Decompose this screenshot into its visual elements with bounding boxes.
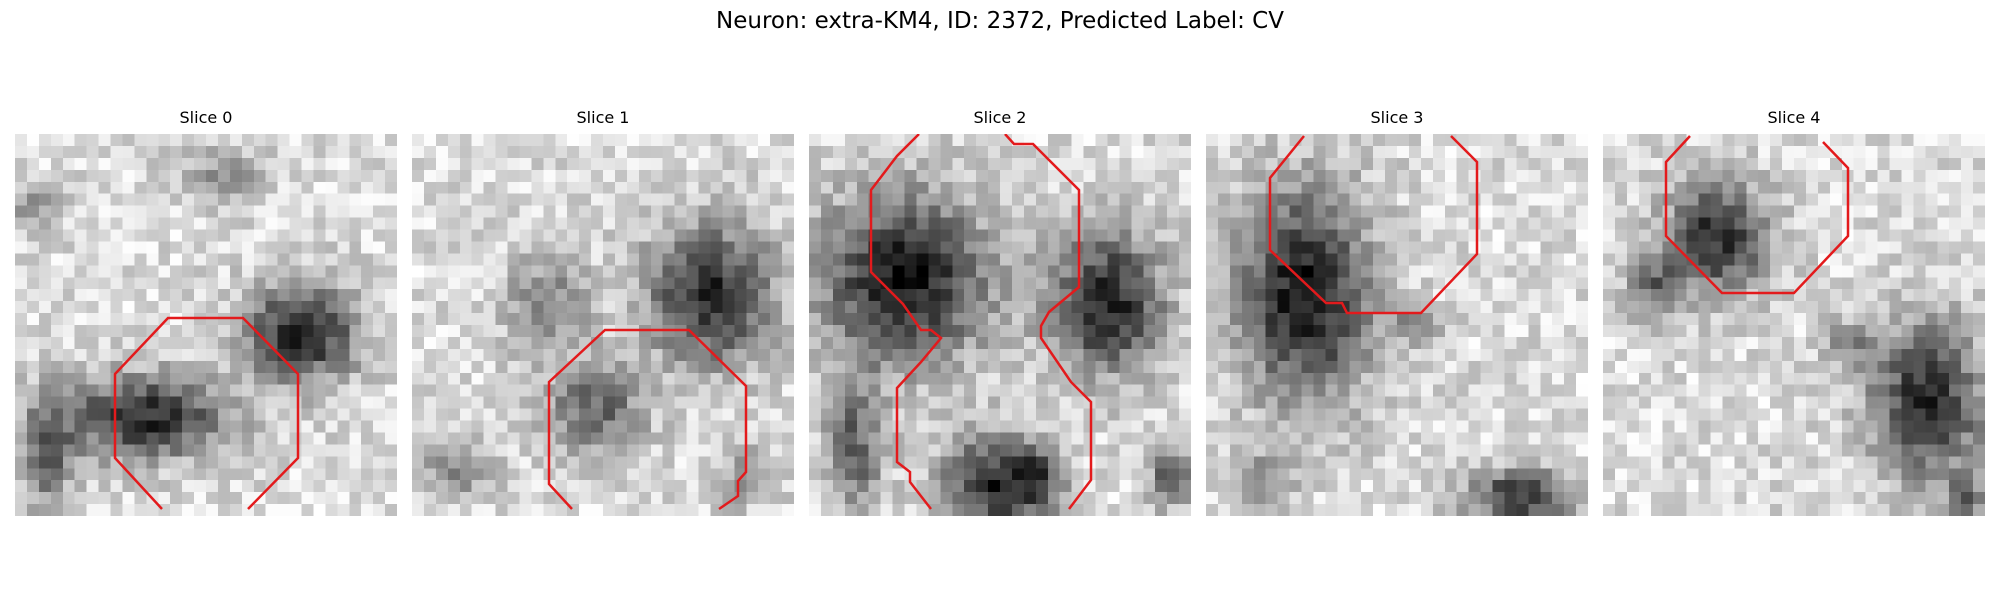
contour-line [869, 134, 943, 510]
contour-line [547, 328, 748, 511]
slice-image [809, 134, 1191, 516]
figure-title: Neuron: extra-KM4, ID: 2372, Predicted L… [716, 8, 1284, 34]
slice-title: Slice 1 [576, 108, 630, 127]
slice-image [1603, 134, 1985, 516]
slice-title: Slice 2 [973, 108, 1027, 127]
slice-image [15, 134, 397, 516]
slice-title: Slice 4 [1767, 108, 1821, 127]
slice-image [1206, 134, 1588, 516]
voxel-grid [1206, 134, 1588, 516]
contour-line [1664, 135, 1850, 295]
voxel-grid [809, 134, 1191, 516]
contour-line [1268, 135, 1479, 315]
slice-image [412, 134, 794, 516]
slice-title: Slice 0 [179, 108, 233, 127]
contour-line [113, 316, 300, 510]
voxel-grid [15, 134, 397, 516]
contour-line [1004, 134, 1093, 510]
voxel-grid [1603, 134, 1985, 516]
slice-title: Slice 3 [1370, 108, 1424, 127]
voxel-grid [412, 134, 794, 516]
